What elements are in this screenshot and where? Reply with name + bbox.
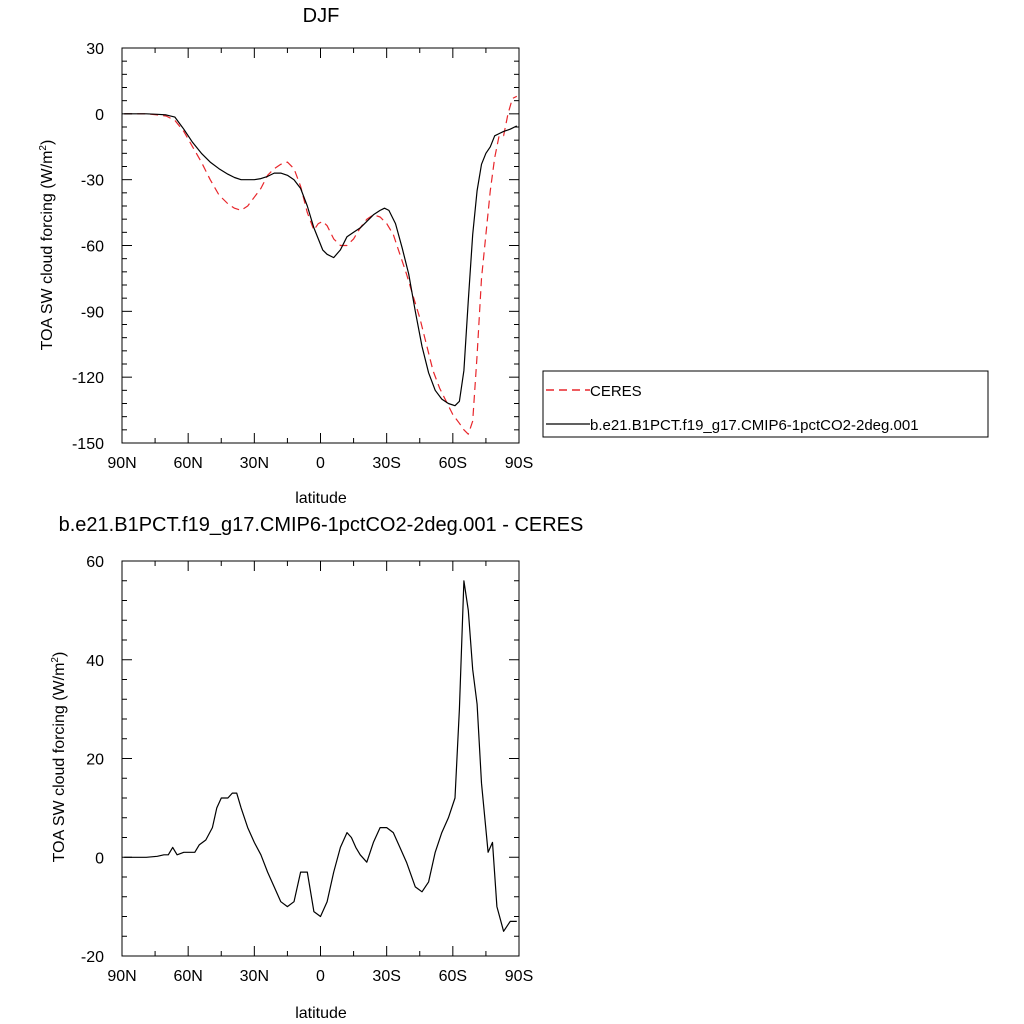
bottom-panel-y-label-main: TOA SW cloud forcing (W/m: [51, 663, 68, 863]
bottom-panel-y-label-superscript: 2: [50, 657, 61, 663]
x-tick-label: 90N: [107, 455, 136, 472]
top-panel-series-ceres-line: [124, 95, 518, 435]
x-tick-label: 60S: [439, 455, 467, 472]
y-tick-label: -30: [81, 173, 104, 190]
x-tick-label: 30N: [240, 968, 269, 985]
y-tick-label: -120: [72, 370, 104, 387]
legend-label-model: b.e21.B1PCT.f19_g17.CMIP6-1pctCO2-2deg.0…: [590, 417, 919, 434]
top-panel-series-model-line: [124, 113, 518, 407]
top-panel-y-axis-label: TOA SW cloud forcing (W/m2): [38, 140, 56, 351]
bottom-panel-axes: 90N 60N 30N 0 30S 60S 90S 60 40 20 0 -20: [81, 554, 533, 985]
y-tick-label: 0: [95, 107, 104, 124]
bottom-panel-series-model-line: [124, 580, 517, 932]
y-tick-label: 30: [86, 41, 104, 58]
bottom-panel-frame: [121, 560, 520, 957]
top-panel-series-group: [124, 95, 518, 435]
y-tick-label: 40: [86, 653, 104, 670]
x-tick-label: 60N: [173, 968, 202, 985]
bottom-panel-title: b.e21.B1PCT.f19_g17.CMIP6-1pctCO2-2deg.0…: [59, 514, 584, 536]
top-panel-y-label-superscript: 2: [38, 145, 49, 151]
y-tick-label: 20: [86, 752, 104, 769]
x-tick-label: 60N: [173, 455, 202, 472]
y-tick-label: -60: [81, 239, 104, 256]
legend-label-ceres: CERES: [590, 383, 642, 400]
bottom-panel-y-axis-label: TOA SW cloud forcing (W/m2): [50, 652, 68, 863]
x-tick-label: 30S: [372, 968, 400, 985]
y-tick-label: 60: [86, 554, 104, 571]
x-tick-label: 30S: [372, 455, 400, 472]
bottom-panel: b.e21.B1PCT.f19_g17.CMIP6-1pctCO2-2deg.0…: [50, 514, 583, 1022]
x-tick-label: 60S: [439, 968, 467, 985]
top-panel-title: DJF: [303, 5, 340, 27]
y-tick-label: 0: [95, 850, 104, 867]
bottom-panel-x-axis-label: latitude: [295, 1005, 347, 1022]
x-tick-label: 90N: [107, 968, 136, 985]
bottom-panel-series-group: [124, 580, 517, 932]
legend-box: [542, 370, 989, 438]
top-panel-y-label-main: TOA SW cloud forcing (W/m: [39, 151, 56, 351]
bottom-panel-y-label-close: ): [51, 652, 68, 657]
top-panel-y-label-close: ): [39, 140, 56, 145]
y-tick-label: -20: [81, 949, 104, 966]
x-tick-label: 30N: [240, 455, 269, 472]
legend: CERES b.e21.B1PCT.f19_g17.CMIP6-1pctCO2-…: [542, 370, 989, 438]
x-tick-label: 90S: [505, 455, 533, 472]
x-tick-label: 0: [316, 968, 325, 985]
y-tick-label: -90: [81, 304, 104, 321]
x-tick-label: 90S: [505, 968, 533, 985]
top-panel-axes: 90N 60N 30N 0 30S 60S 90S 30 0 -30 -60 -90 -120 -150: [72, 41, 533, 472]
x-tick-label: 0: [316, 455, 325, 472]
top-panel: DJF 90N 60N 30N 0 30S 60S 90S 30 0 -30 -60 -90 -120 -…: [38, 5, 989, 507]
y-tick-label: -150: [72, 436, 104, 453]
top-panel-x-axis-label: latitude: [295, 490, 347, 507]
